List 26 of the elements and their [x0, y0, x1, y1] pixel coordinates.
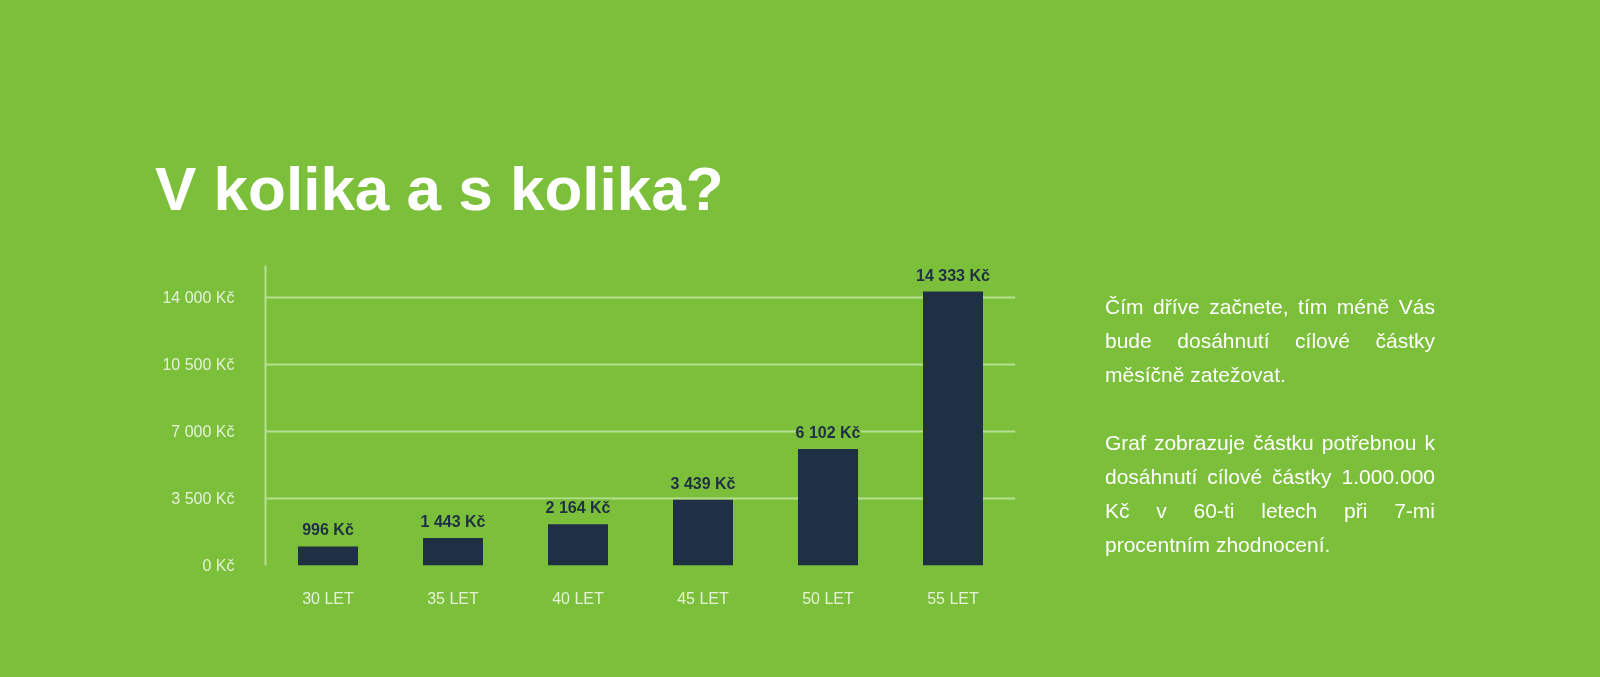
y-tick-label: 10 500 Kč [162, 356, 235, 374]
text: Čím dříve začnete, tím méně Vás bude dosáhnutí cílové částky měsíčně zatežovat. [1105, 294, 1435, 388]
data-label: 3 439 Kč [670, 474, 736, 492]
y-tick-label: 3 500 Kč [171, 490, 235, 508]
y-tick-label: 0 Kč [202, 557, 235, 574]
x-tick-label: 45 LET [677, 589, 730, 607]
chart-title: V kolika a s kolika? [155, 153, 724, 225]
data-label: 1 443 Kč [420, 512, 486, 530]
bar [798, 448, 858, 566]
x-tick-label: 35 LET [427, 589, 480, 607]
data-label: 2 164 Kč [545, 499, 611, 517]
data-label: 14 333 Kč [916, 266, 991, 284]
bar [423, 537, 483, 566]
bar [298, 546, 358, 566]
x-tick-label: 30 LET [302, 589, 355, 607]
data-label: 996 Kč [302, 521, 354, 539]
y-tick-label: 14 000 Kč [162, 289, 235, 307]
bar [548, 524, 608, 566]
x-tick-label: 50 LET [802, 589, 855, 607]
x-tick-label: 55 LET [927, 589, 980, 607]
y-tick-label: 7 000 Kč [171, 423, 235, 441]
text: Graf zobrazuje částku potřebnou k dosáhnutí cílové částky 1.000.000 Kč v 60-ti letech při 7-mi procentním zhodnocení. [1105, 430, 1435, 558]
x-tick-label: 40 LET [552, 589, 605, 607]
bar [673, 499, 733, 566]
bar [923, 291, 983, 566]
data-label: 6 102 Kč [795, 423, 861, 441]
